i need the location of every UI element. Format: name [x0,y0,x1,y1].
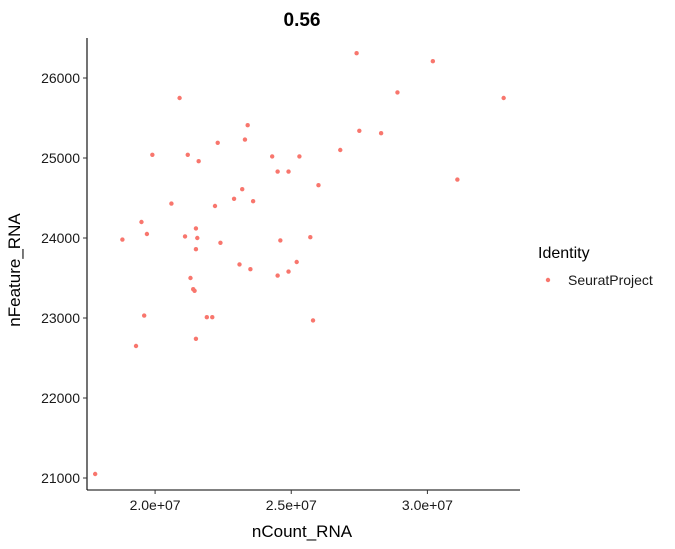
data-point [338,147,343,153]
y-tick-label: 22000 [41,390,80,406]
data-point [286,169,291,174]
data-point [294,259,299,265]
data-point [133,343,139,349]
chart-title: 0.56 [284,10,321,31]
plot-panel: 21000 22000 23000 24000 25000 26000 2.0e+07 2.5… [41,38,520,513]
data-point [501,95,506,101]
data-point [286,269,291,274]
legend-key-seuratproject [545,277,551,283]
data-point [357,128,362,133]
data-point [141,313,147,318]
legend-title: Identity [538,245,590,262]
y-tick-label: 23000 [41,310,80,326]
data-point [275,169,280,174]
x-tick-label: 2.5e+07 [266,497,317,513]
data-point [204,315,210,320]
data-point [245,123,250,128]
y-tick-label: 21000 [41,470,80,486]
data-point [378,131,384,136]
data-point [193,226,199,231]
data-point [250,199,256,204]
data-point [120,237,125,242]
data-point [150,152,155,157]
data-point [308,235,313,240]
data-point [188,275,193,281]
data-point [242,137,248,142]
data-point [218,240,223,245]
data-point [269,154,275,159]
data-point [297,154,302,159]
data-point [275,273,280,278]
data-point [316,183,321,188]
data-point [144,231,150,237]
legend-label-seuratproject: SeuratProject [568,272,653,288]
data-point [240,187,245,192]
data-point [92,471,98,477]
data-point [193,247,199,252]
data-point [212,203,218,209]
data-point [139,219,144,225]
y-tick-label: 26000 [41,70,80,86]
y-tick-label: 25000 [41,150,80,166]
data-point [192,288,197,293]
data-point [177,95,182,101]
data-point [310,318,316,323]
x-tick-label: 2.0e+07 [130,497,181,513]
data-point [231,196,237,201]
x-axis-title: nCount_RNA [252,522,353,541]
data-point [182,234,188,239]
data-point [195,235,200,241]
data-point [278,238,283,243]
data-point [248,267,253,272]
data-point [215,140,220,145]
data-point [237,262,242,267]
x-tick-label: 3.0e+07 [402,497,453,513]
data-point [455,177,460,182]
data-point [169,201,174,206]
data-point [354,51,359,56]
data-point [185,152,190,157]
data-point [193,336,199,341]
data-point [395,90,400,95]
data-point [430,59,436,64]
y-tick-label: 24000 [41,230,80,246]
data-point [210,315,215,320]
legend: Identity SeuratProject [538,245,653,288]
y-axis-title: nFeature_RNA [5,213,24,327]
data-point [196,159,201,164]
